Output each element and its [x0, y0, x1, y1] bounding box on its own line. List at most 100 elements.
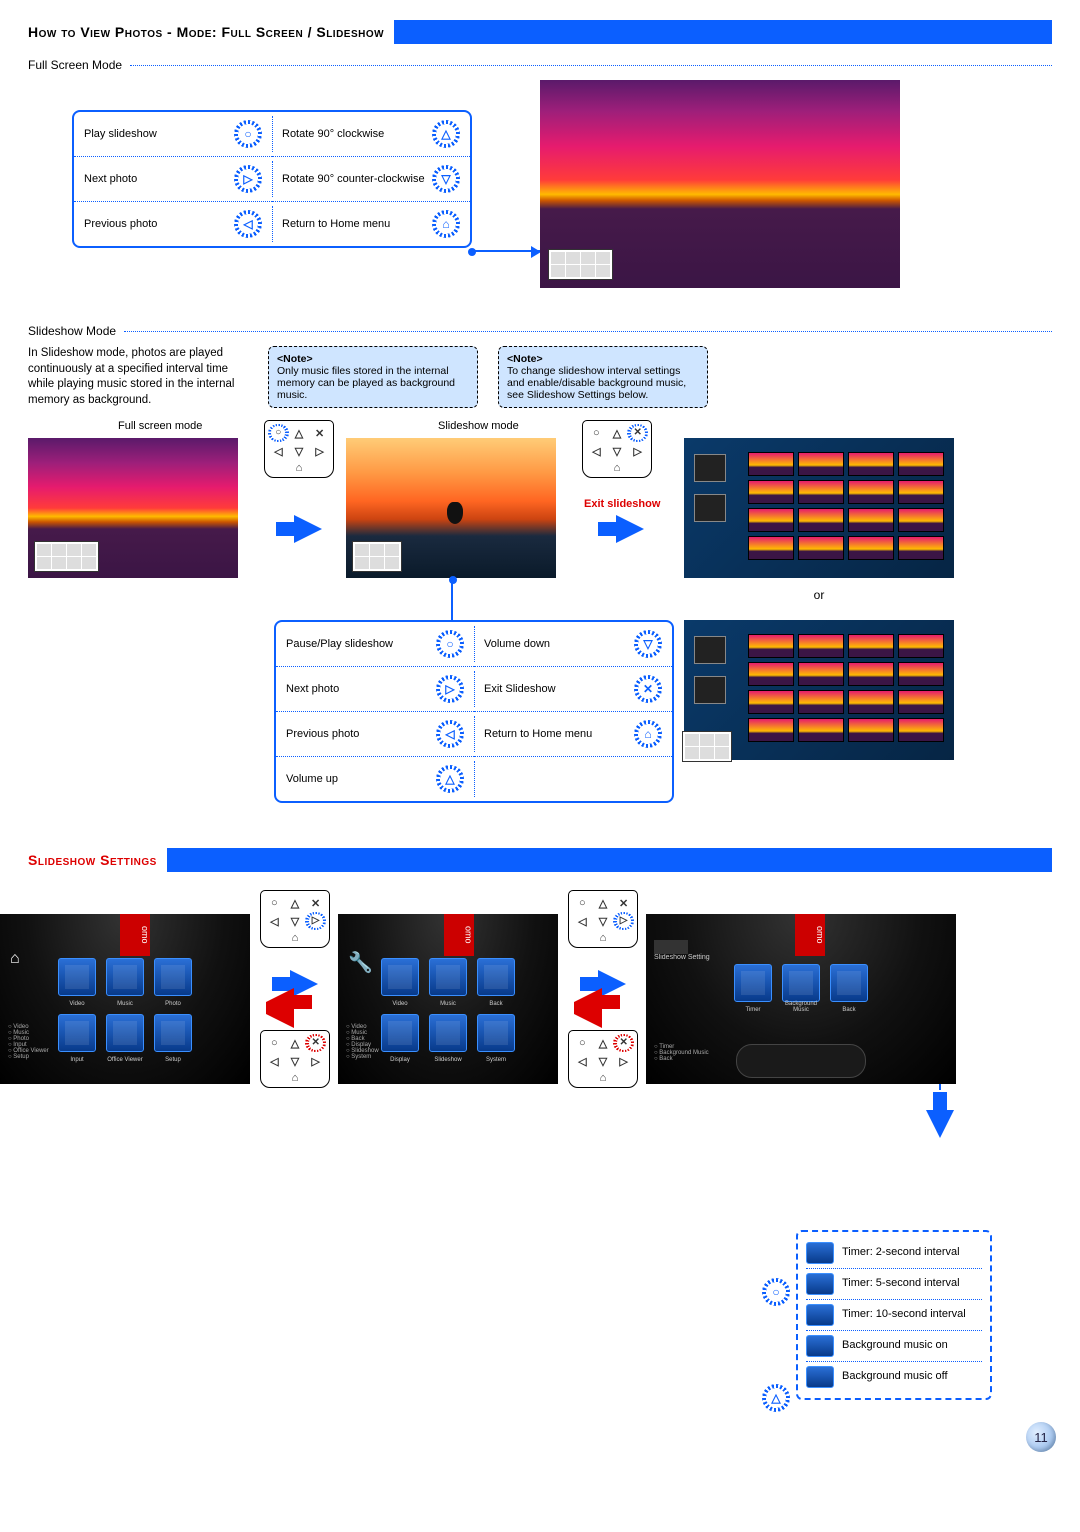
option-label: Timer: 5-second interval — [842, 1277, 960, 1290]
thumbnail-browser — [684, 438, 954, 578]
connector-line — [472, 250, 540, 252]
legend-label: Rotate 90° clockwise — [282, 128, 432, 140]
menu-icon: Office Viewer — [106, 1014, 144, 1052]
menu-icon: Back — [477, 958, 515, 996]
label-slideshow-mode: Slideshow mode — [438, 420, 519, 432]
remote-pad: ○△✕ ◁▽▷ ⌂ — [568, 1030, 638, 1088]
legend-label: Previous photo — [84, 218, 234, 230]
fullscreen-thumb — [28, 438, 238, 578]
remote-pad: ○△✕ ◁▽▷ ⌂ — [568, 890, 638, 948]
divider-dotline — [124, 331, 1052, 332]
legend-label: Volume up — [286, 773, 436, 785]
option-label: Background music on — [842, 1339, 948, 1352]
option-label: Timer: 2-second interval — [842, 1246, 960, 1259]
menu-icon: System — [477, 1014, 515, 1052]
timer-options-area: Timer: 2-second interval Timer: 5-second … — [28, 1230, 1052, 1450]
control-button-icon: ▷ — [234, 165, 262, 193]
menu-icon: Video — [58, 958, 96, 996]
subheader-label: Full Screen Mode — [28, 58, 130, 72]
control-button-icon: ○ — [234, 120, 262, 148]
control-button-icon: ◁ — [234, 210, 262, 238]
legend-label: Return to Home menu — [484, 728, 634, 740]
legend-label: Next photo — [84, 173, 234, 185]
legend-label: Next photo — [286, 683, 436, 695]
control-button-icon: ✕ — [634, 675, 662, 703]
timer-option: Timer: 2-second interval — [806, 1238, 982, 1268]
control-button-icon: △ — [436, 765, 464, 793]
control-button-icon: ◁ — [436, 720, 464, 748]
menu-icon: Input — [58, 1014, 96, 1052]
slideshow-intro-text: In Slideshow mode, photos are played con… — [28, 346, 252, 408]
option-icon — [806, 1335, 834, 1357]
timer-option: Background music off — [806, 1361, 982, 1392]
legend-label: Pause/Play slideshow — [286, 638, 436, 650]
arrow-right-icon — [294, 515, 322, 543]
subheader-slideshow: Slideshow Mode — [28, 324, 1052, 338]
timer-options-box: Timer: 2-second interval Timer: 5-second … — [796, 1230, 992, 1400]
menu-icon: Display — [381, 1014, 419, 1052]
menu-icon: Background Music — [782, 964, 820, 1002]
section-header-slideshow-settings: Slideshow Settings — [28, 848, 1052, 872]
note-body: To change slideshow interval settings an… — [507, 365, 699, 401]
timer-option: Timer: 5-second interval — [806, 1268, 982, 1299]
menu-icon: Slideshow — [429, 1014, 467, 1052]
control-button-icon: ▽ — [432, 165, 460, 193]
device-setup-menu: omo 🔧 VideoMusicBack DisplaySlideshowSys… — [338, 914, 558, 1084]
option-icon — [806, 1366, 834, 1388]
thumbnail-browser — [684, 620, 954, 760]
note-box-settings: <Note> To change slideshow interval sett… — [498, 346, 708, 408]
menu-icon: Music — [429, 958, 467, 996]
subheader-label: Slideshow Mode — [28, 324, 124, 338]
subheader-fullscreen: Full Screen Mode — [28, 58, 1052, 72]
slideshow-flow-row: Full screen mode ○△✕ ◁▽▷ ⌂ Slideshow mod… — [28, 420, 1052, 620]
menu-icon: Music — [106, 958, 144, 996]
menu-icon: Back — [830, 964, 868, 1002]
control-button-icon: ⌂ — [634, 720, 662, 748]
remote-pad: ○△✕ ◁▽▷ ⌂ — [260, 890, 330, 948]
option-icon — [806, 1273, 834, 1295]
control-button-icon: ⌂ — [432, 210, 460, 238]
legend-label: Play slideshow — [84, 128, 234, 140]
legend-label: Return to Home menu — [282, 218, 432, 230]
slideshow-controls-legend: Pause/Play slideshow○ Volume down▽ Next ph… — [274, 620, 674, 803]
menu-icon: Timer — [734, 964, 772, 1002]
menu-icon: Setup — [154, 1014, 192, 1052]
control-button-icon: △ — [432, 120, 460, 148]
fullscreen-preview-image — [540, 80, 900, 288]
legend-label: Previous photo — [286, 728, 436, 740]
label-fullscreen-mode: Full screen mode — [118, 420, 202, 432]
slideshow-controls-row: Pause/Play slideshow○ Volume down▽ Next ph… — [28, 620, 1052, 840]
arrow-right-icon — [616, 515, 644, 543]
option-icon — [806, 1304, 834, 1326]
note-body: Only music files stored in the internal … — [277, 365, 469, 401]
settings-flow: ○△✕ ◁▽▷ ⌂ ○△✕ ◁▽▷ ⌂ ○△✕ ◁▽▷ ⌂ ○△✕ ◁▽▷ ⌂ … — [28, 890, 1052, 1230]
control-button-icon: ▽ — [634, 630, 662, 658]
option-icon — [806, 1242, 834, 1264]
or-label: or — [684, 588, 954, 602]
arrow-right-icon — [290, 970, 318, 998]
divider-dotline — [130, 65, 1052, 66]
arrow-right-icon — [598, 970, 626, 998]
remote-pad: ○△✕ ◁▽▷ ⌂ — [582, 420, 652, 478]
note-title: <Note> — [277, 353, 469, 365]
slideshow-intro-row: In Slideshow mode, photos are played con… — [28, 346, 1052, 416]
section-title: How to View Photos - Mode: Full Screen /… — [28, 20, 394, 44]
exit-slideshow-label: Exit slideshow — [584, 498, 660, 510]
arrow-left-icon — [266, 988, 294, 1028]
legend-label: Rotate 90° counter-clockwise — [282, 173, 432, 185]
timer-option: Timer: 10-second interval — [806, 1299, 982, 1330]
menu-icon: Video — [381, 958, 419, 996]
section-title: Slideshow Settings — [28, 848, 167, 872]
arrow-left-icon — [574, 988, 602, 1028]
device-main-menu: omo ⌂ VideoMusicPhoto InputOffice Viewer… — [0, 914, 250, 1084]
legend-label: Exit Slideshow — [484, 683, 634, 695]
control-button-icon: ○ — [436, 630, 464, 658]
legend-label: Volume down — [484, 638, 634, 650]
manual-page: How to View Photos - Mode: Full Screen /… — [0, 0, 1080, 1470]
control-button-icon: ▷ — [436, 675, 464, 703]
slideshow-thumb — [346, 438, 556, 578]
up-button-icon: △ — [762, 1384, 790, 1412]
note-box-music: <Note> Only music files stored in the in… — [268, 346, 478, 408]
option-label: Timer: 10-second interval — [842, 1308, 966, 1321]
center-button-icon: ○ — [762, 1278, 790, 1306]
